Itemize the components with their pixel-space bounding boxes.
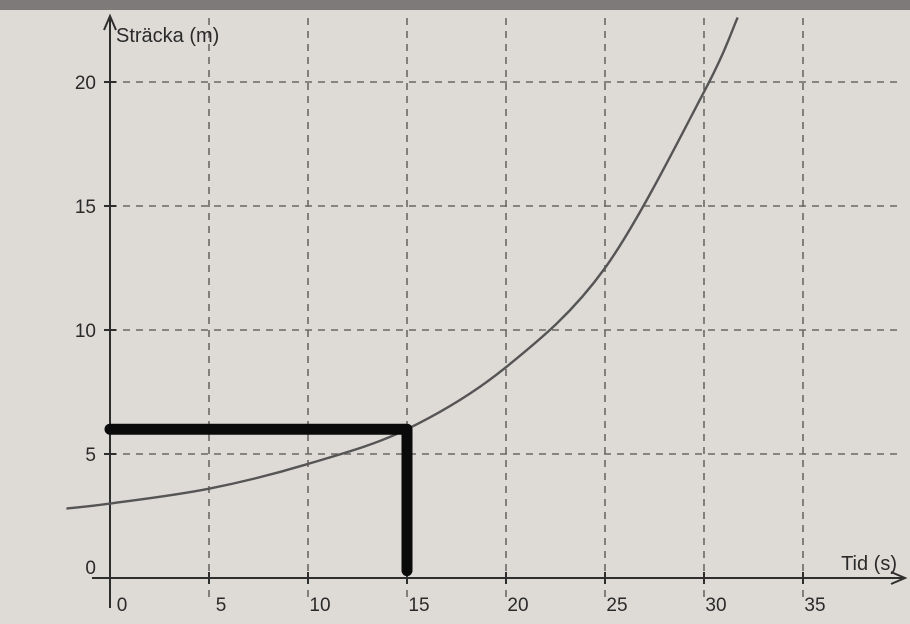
y-axis-title: Sträcka (m) (116, 25, 219, 47)
y-tick-label-15: 15 (75, 197, 96, 218)
y-tick-labels: 0 5 10 15 20 (75, 73, 96, 579)
x-tick-label-35: 35 (804, 595, 825, 616)
axes (92, 13, 908, 608)
vertical-gridlines (208, 18, 804, 600)
x-axis-arrow (890, 571, 908, 585)
top-border-bar (0, 0, 910, 10)
annotation-marker-line (104, 423, 413, 577)
series-layer (66, 17, 739, 510)
x-tick-labels: 0 5 10 15 20 25 30 35 (117, 595, 826, 616)
x-tick-label-20: 20 (507, 595, 528, 616)
x-tick-label-30: 30 (705, 595, 726, 616)
x-tick-label-0: 0 (117, 595, 128, 616)
x-tick-label-10: 10 (309, 595, 330, 616)
x-tick-label-25: 25 (606, 595, 627, 616)
horizontal-gridlines (110, 81, 897, 455)
y-tick-label-0: 0 (85, 558, 96, 579)
x-axis-title: Tid (s) (841, 553, 897, 575)
y-tick-label-10: 10 (75, 321, 96, 342)
y-tick-label-5: 5 (85, 445, 96, 466)
annotation-layer (104, 423, 413, 577)
y-tick-label-20: 20 (75, 73, 96, 94)
series-line-0 (66, 17, 739, 510)
x-tick-label-5: 5 (216, 595, 227, 616)
x-tick-label-15: 15 (408, 595, 429, 616)
y-axis-arrow (103, 13, 117, 31)
